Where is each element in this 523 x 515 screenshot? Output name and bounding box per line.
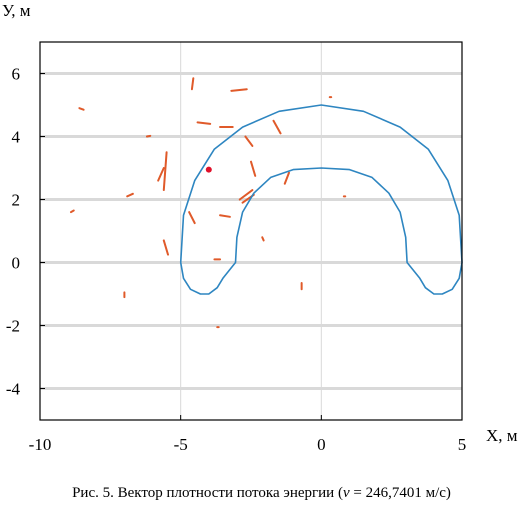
energy-flux-vector <box>230 88 248 92</box>
plot-area <box>40 42 462 420</box>
y-tick-label: 6 <box>12 65 21 84</box>
plot-frame <box>39 41 463 421</box>
vector-field <box>69 77 347 329</box>
energy-flux-vector <box>145 134 152 138</box>
energy-flux-vector <box>196 121 212 125</box>
x-tick-label: -5 <box>174 435 188 454</box>
energy-flux-vector <box>250 160 257 177</box>
energy-flux-vector <box>188 211 196 225</box>
caption-symbol: v <box>342 485 350 501</box>
source-point <box>205 166 212 173</box>
y-tick-label: -2 <box>6 317 20 336</box>
energy-flux-vector <box>244 135 254 147</box>
x-tick-label: 5 <box>458 435 467 454</box>
y-axis-label: У, м <box>2 1 31 20</box>
figure-caption: Рис. 5. Вектор плотности потока энергии … <box>0 485 523 502</box>
x-tick-label: -10 <box>29 435 52 454</box>
energy-flux-vector <box>238 189 254 201</box>
horseshoe-contour-line <box>179 104 463 295</box>
energy-flux-vector <box>162 151 168 192</box>
source-point-group <box>205 166 212 173</box>
energy-flux-vector <box>157 167 165 182</box>
caption-suffix: = 246,7401 м/с) <box>349 485 451 501</box>
y-tick-label: 4 <box>12 128 21 147</box>
energy-flux-vector <box>126 192 134 198</box>
energy-flux-vector <box>283 171 290 185</box>
energy-flux-vector <box>162 239 170 256</box>
energy-flux-vector <box>261 236 265 242</box>
energy-flux-vector <box>78 107 85 111</box>
grid <box>39 42 463 420</box>
y-tick-label: 2 <box>12 191 21 210</box>
energy-flux-vector <box>272 119 282 135</box>
energy-flux-vector <box>219 214 231 218</box>
y-tick-label: 0 <box>12 254 21 273</box>
x-tick-label: 0 <box>317 435 326 454</box>
contour-group <box>179 104 463 295</box>
energy-flux-vector <box>69 209 75 214</box>
caption-prefix: Рис. 5. Вектор плотности потока энергии … <box>72 485 343 501</box>
ticks: -10 -5 0 5 6 4 2 0 -2 -4 <box>6 65 466 455</box>
x-axis-label: X, м <box>486 426 518 445</box>
energy-flux-vector <box>190 77 195 91</box>
y-tick-label: -4 <box>6 380 21 399</box>
